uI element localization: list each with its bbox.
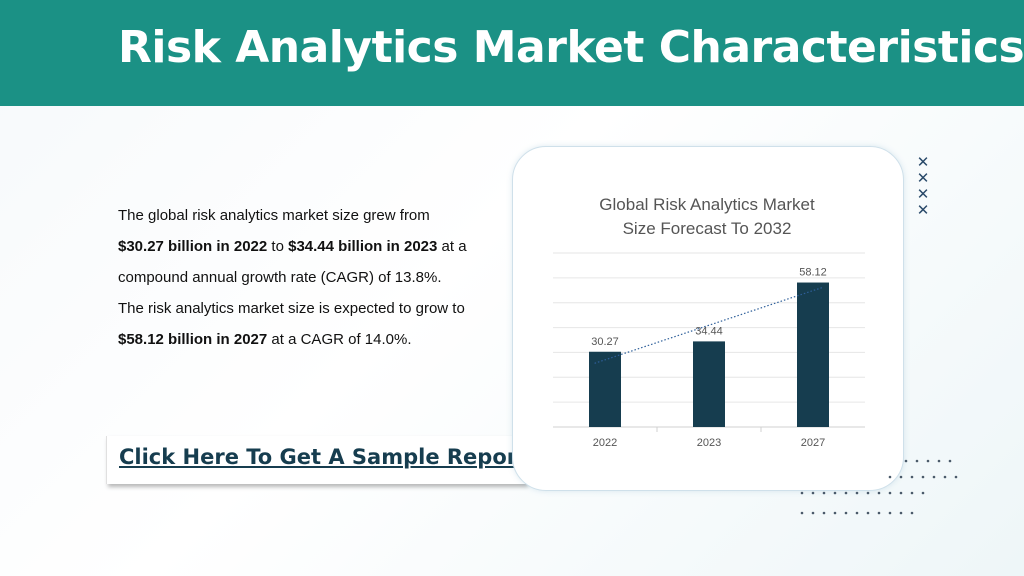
decorative-dot: [800, 511, 804, 515]
x-tick-label: 2023: [697, 437, 721, 449]
sample-report-box[interactable]: Click Here To Get A Sample Report: [106, 436, 528, 484]
decorative-dot: [844, 491, 848, 495]
decorative-dot: [877, 511, 881, 515]
decorative-dot: [800, 491, 804, 495]
description-text: at a compound annual growth rate (CAGR) …: [118, 238, 467, 317]
decorative-dot: [948, 459, 952, 463]
decorative-dot: [954, 475, 958, 479]
description-text: at a CAGR of 14.0%.: [267, 331, 412, 348]
market-size-chart: Global Risk Analytics Market Size Forecas…: [553, 195, 865, 449]
chart-card: Global Risk Analytics Market Size Forecas…: [512, 146, 904, 491]
x-tick-label: 2022: [593, 437, 617, 449]
decorative-dot: [866, 511, 870, 515]
decorative-dot: [915, 459, 919, 463]
decorative-dot: [899, 475, 903, 479]
decorative-dot: [888, 475, 892, 479]
decorative-dot: [822, 511, 826, 515]
decorative-dot: [910, 491, 914, 495]
title-banner: Risk Analytics Market Characteristics:: [0, 0, 1024, 106]
decorative-dot: [932, 475, 936, 479]
description-highlight-2023: $34.44 billion in 2023: [288, 238, 438, 255]
decorative-dot: [926, 459, 930, 463]
decorative-dot: [937, 459, 941, 463]
decorative-dot: [844, 511, 848, 515]
decorative-dot: [899, 511, 903, 515]
chart-title-line: Size Forecast To 2032: [623, 219, 792, 238]
decorative-dot: [877, 491, 881, 495]
decorative-dot: [811, 491, 815, 495]
decorative-dot: [866, 491, 870, 495]
decorative-dot: [888, 511, 892, 515]
bar-2023: [693, 341, 725, 427]
decorative-dot: [904, 459, 908, 463]
decorative-dot: [822, 491, 826, 495]
decorative-dot: [910, 511, 914, 515]
x-tick-label: 2027: [801, 437, 825, 449]
decorative-dot: [888, 491, 892, 495]
data-label: 34.44: [695, 325, 723, 337]
decorative-dot: [921, 491, 925, 495]
decorative-dot: [855, 511, 859, 515]
decorative-dot: [855, 491, 859, 495]
data-label: 58.12: [799, 267, 827, 279]
bar-2027: [797, 282, 829, 427]
decorative-dot-grid: [800, 459, 958, 515]
decorative-dot: [921, 475, 925, 479]
decorative-dot: [833, 491, 837, 495]
description-text: The global risk analytics market size gr…: [118, 207, 430, 224]
decorative-dot: [833, 511, 837, 515]
decorative-dot: [910, 475, 914, 479]
description-text: to: [267, 238, 289, 255]
decorative-dot: [943, 475, 947, 479]
sample-report-link[interactable]: Click Here To Get A Sample Report: [119, 445, 528, 469]
page-title: Risk Analytics Market Characteristics:: [118, 22, 1024, 73]
decorative-cross-marks: ✕ ✕ ✕ ✕: [916, 154, 930, 219]
description-highlight-2027: $58.12 billion in 2027: [118, 331, 268, 348]
decorative-dot: [899, 491, 903, 495]
trendline: [594, 286, 824, 364]
data-label: 30.27: [591, 336, 619, 348]
description-highlight-2022: $30.27 billion in 2022: [118, 238, 268, 255]
bar-2022: [589, 351, 621, 427]
decorative-dot: [811, 511, 815, 515]
chart-title-line: Global Risk Analytics Market: [599, 195, 815, 214]
market-description: The global risk analytics market size gr…: [118, 200, 468, 355]
